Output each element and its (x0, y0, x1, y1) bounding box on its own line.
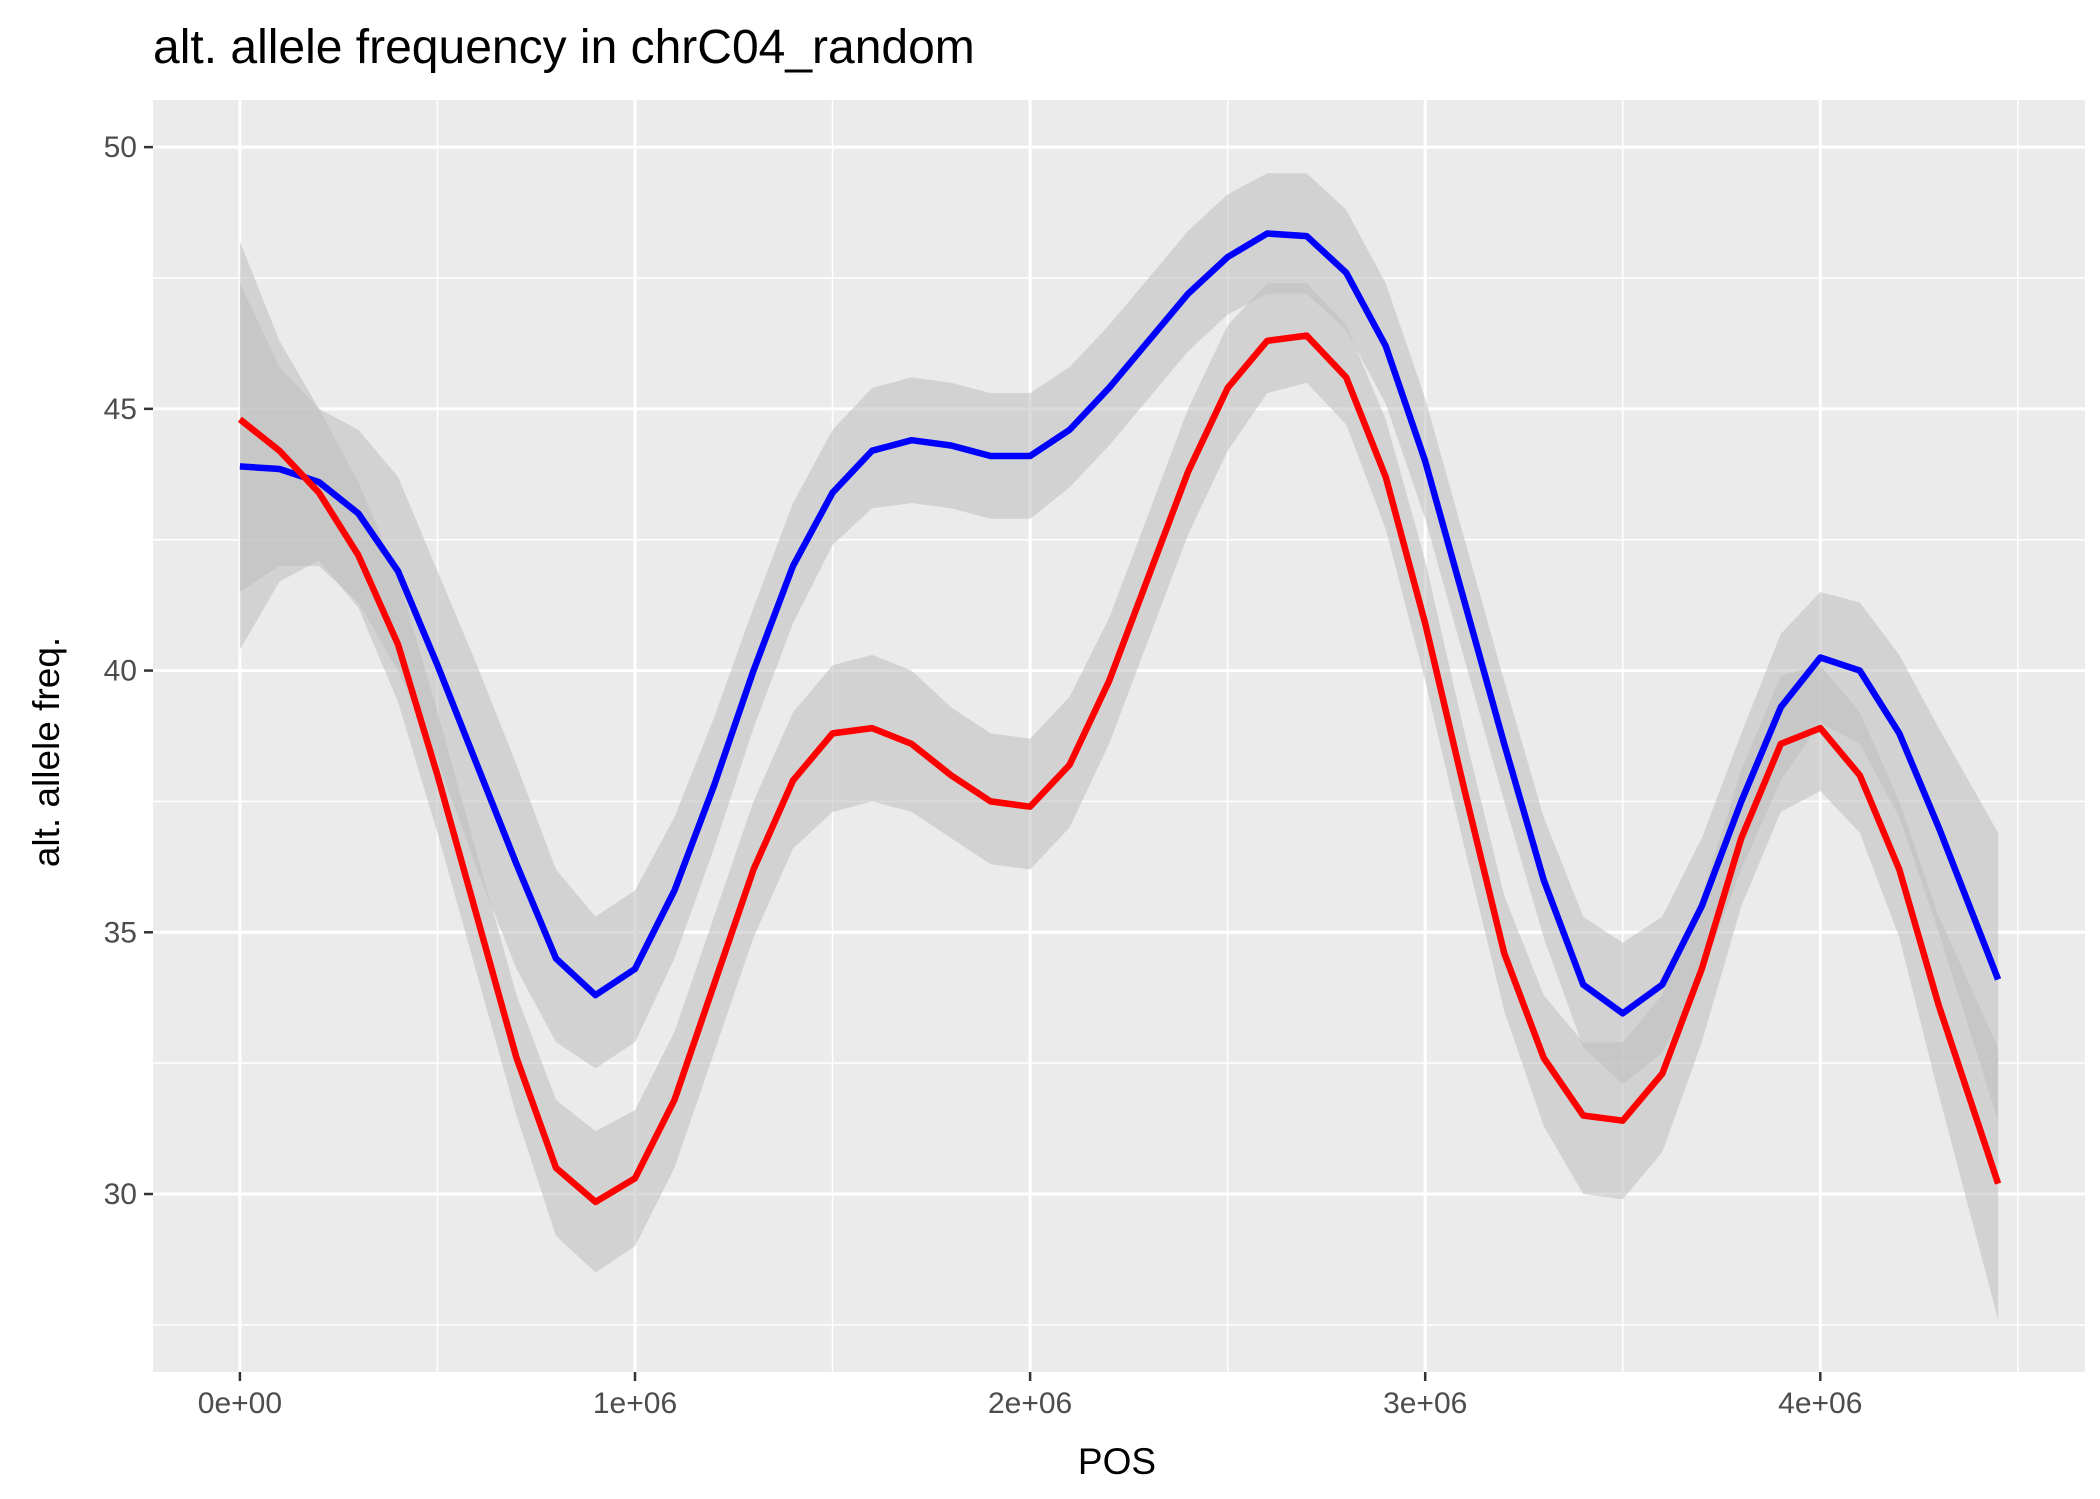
x-axis: 0e+00 1e+06 2e+06 3e+06 4e+06 (198, 1372, 1862, 1420)
x-tick-label: 2e+06 (988, 1387, 1072, 1420)
y-axis: 30 35 40 45 50 (104, 131, 153, 1211)
y-tick-label: 30 (104, 1178, 137, 1211)
x-axis-title: POS (1078, 1441, 1156, 1482)
chart-title: alt. allele frequency in chrC04_random (153, 21, 975, 74)
x-tick-label: 3e+06 (1383, 1387, 1467, 1420)
y-tick-label: 45 (104, 393, 137, 426)
x-tick-label: 4e+06 (1778, 1387, 1862, 1420)
y-axis-title: alt. allele freq. (26, 637, 67, 867)
x-tick-label: 0e+00 (198, 1387, 282, 1420)
series-lines (237, 230, 2002, 1206)
y-tick-label: 40 (104, 655, 137, 688)
y-tick-label: 50 (104, 131, 137, 164)
y-tick-label: 35 (104, 916, 137, 949)
series-line-0 (239, 230, 2002, 1017)
series-line-1 (237, 332, 2002, 1206)
x-tick-label: 1e+06 (593, 1387, 677, 1420)
confidence-ribbon-1 (239, 241, 1999, 1320)
